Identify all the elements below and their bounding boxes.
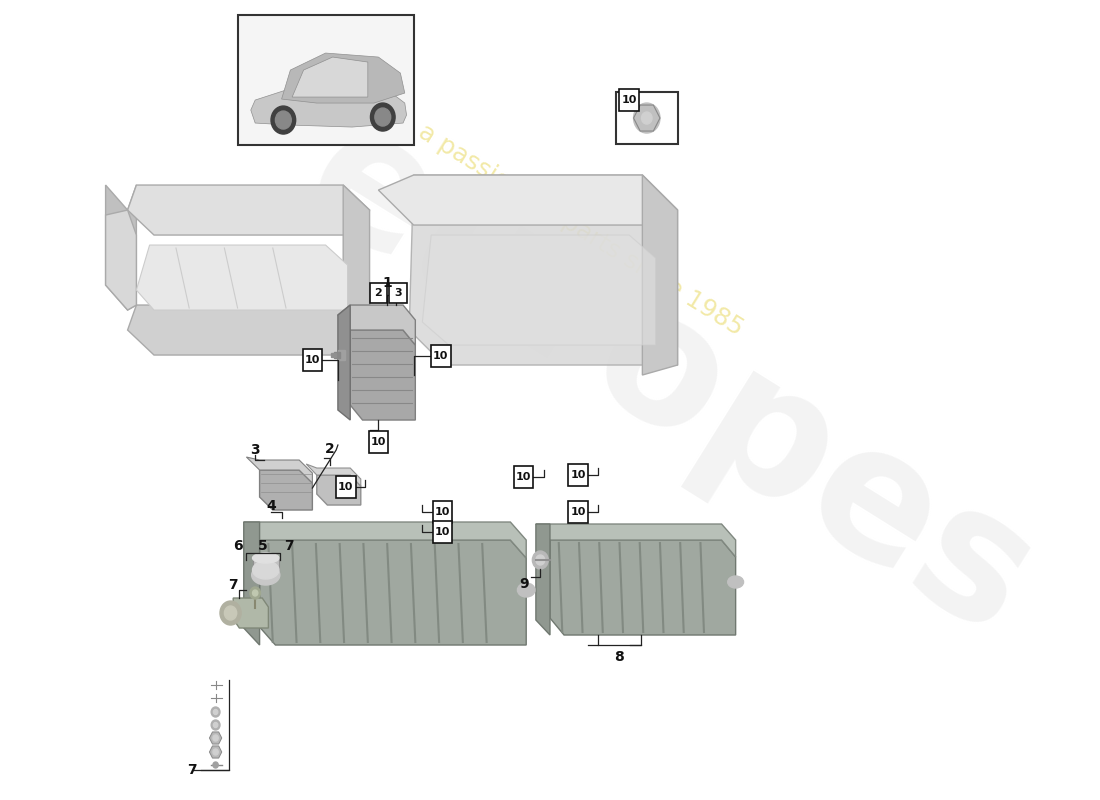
Text: 10: 10 — [338, 482, 353, 492]
Ellipse shape — [517, 583, 535, 597]
Text: europes: europes — [273, 87, 1065, 673]
Polygon shape — [338, 305, 350, 420]
Text: 5: 5 — [258, 539, 268, 553]
Polygon shape — [338, 305, 416, 345]
Ellipse shape — [253, 561, 279, 579]
Circle shape — [644, 114, 650, 122]
Bar — [433, 521, 452, 543]
Bar — [433, 501, 452, 523]
Circle shape — [213, 722, 218, 727]
Polygon shape — [422, 235, 656, 345]
Text: 7: 7 — [284, 539, 294, 553]
Polygon shape — [246, 457, 312, 483]
Polygon shape — [282, 53, 405, 103]
Text: 10: 10 — [305, 355, 320, 365]
Text: 10: 10 — [621, 95, 637, 105]
Polygon shape — [251, 87, 407, 127]
Polygon shape — [331, 353, 337, 357]
Bar — [337, 476, 355, 498]
Text: 2: 2 — [374, 288, 383, 298]
Circle shape — [640, 110, 653, 126]
Polygon shape — [642, 175, 678, 375]
Polygon shape — [128, 185, 370, 235]
Circle shape — [634, 103, 660, 133]
Circle shape — [253, 590, 257, 596]
Polygon shape — [253, 558, 279, 575]
Polygon shape — [136, 245, 348, 310]
Circle shape — [536, 555, 544, 565]
Polygon shape — [378, 175, 678, 225]
Text: a passion for parts since 1985: a passion for parts since 1985 — [414, 120, 748, 341]
Circle shape — [375, 108, 390, 126]
Circle shape — [220, 601, 241, 625]
Bar — [370, 283, 387, 303]
Text: 1: 1 — [383, 276, 392, 290]
Polygon shape — [338, 350, 345, 360]
Text: 10: 10 — [571, 470, 586, 480]
Circle shape — [271, 106, 296, 134]
Circle shape — [275, 111, 292, 129]
Ellipse shape — [728, 576, 744, 588]
Bar — [389, 283, 407, 303]
Text: 10: 10 — [371, 437, 386, 447]
Circle shape — [250, 587, 261, 599]
Bar — [514, 466, 534, 488]
Text: 10: 10 — [516, 472, 531, 482]
Circle shape — [211, 707, 220, 717]
Polygon shape — [550, 540, 736, 635]
Polygon shape — [634, 105, 660, 131]
Polygon shape — [244, 522, 260, 645]
Polygon shape — [209, 732, 222, 744]
Ellipse shape — [253, 553, 279, 563]
Bar — [569, 464, 587, 486]
Bar — [368, 431, 388, 453]
Circle shape — [213, 710, 218, 714]
Ellipse shape — [252, 565, 279, 585]
Polygon shape — [334, 352, 340, 358]
Text: 4: 4 — [266, 499, 276, 513]
Circle shape — [213, 749, 218, 755]
Polygon shape — [106, 185, 136, 310]
Circle shape — [371, 103, 395, 131]
Polygon shape — [343, 185, 370, 355]
Polygon shape — [409, 175, 678, 365]
Bar — [238, 15, 414, 145]
Text: 10: 10 — [434, 507, 450, 517]
Polygon shape — [260, 470, 312, 510]
Polygon shape — [306, 464, 361, 486]
Bar — [431, 345, 451, 367]
Text: 9: 9 — [519, 577, 529, 591]
Circle shape — [213, 735, 218, 741]
Circle shape — [211, 720, 220, 730]
Polygon shape — [350, 330, 416, 420]
Text: 2: 2 — [326, 442, 334, 456]
Bar — [569, 501, 587, 523]
Polygon shape — [317, 475, 361, 505]
Text: 10: 10 — [433, 351, 449, 361]
Polygon shape — [293, 57, 367, 97]
Text: 7: 7 — [229, 578, 238, 592]
Bar — [616, 92, 678, 144]
Text: 10: 10 — [571, 507, 586, 517]
Polygon shape — [244, 522, 526, 558]
Polygon shape — [536, 524, 736, 557]
Polygon shape — [128, 305, 365, 355]
Circle shape — [641, 112, 652, 124]
Bar — [302, 349, 322, 371]
Text: 6: 6 — [233, 539, 242, 553]
Polygon shape — [233, 598, 268, 628]
Circle shape — [532, 551, 548, 569]
Polygon shape — [260, 540, 526, 645]
Text: 8: 8 — [615, 650, 625, 664]
Text: 7: 7 — [187, 763, 197, 777]
Circle shape — [224, 606, 236, 620]
Bar — [619, 89, 639, 111]
Text: 3: 3 — [394, 288, 402, 298]
Polygon shape — [536, 524, 550, 635]
Polygon shape — [209, 746, 222, 758]
Text: 3: 3 — [251, 443, 260, 457]
Text: 10: 10 — [434, 527, 450, 537]
Circle shape — [213, 762, 218, 768]
Polygon shape — [106, 210, 136, 310]
